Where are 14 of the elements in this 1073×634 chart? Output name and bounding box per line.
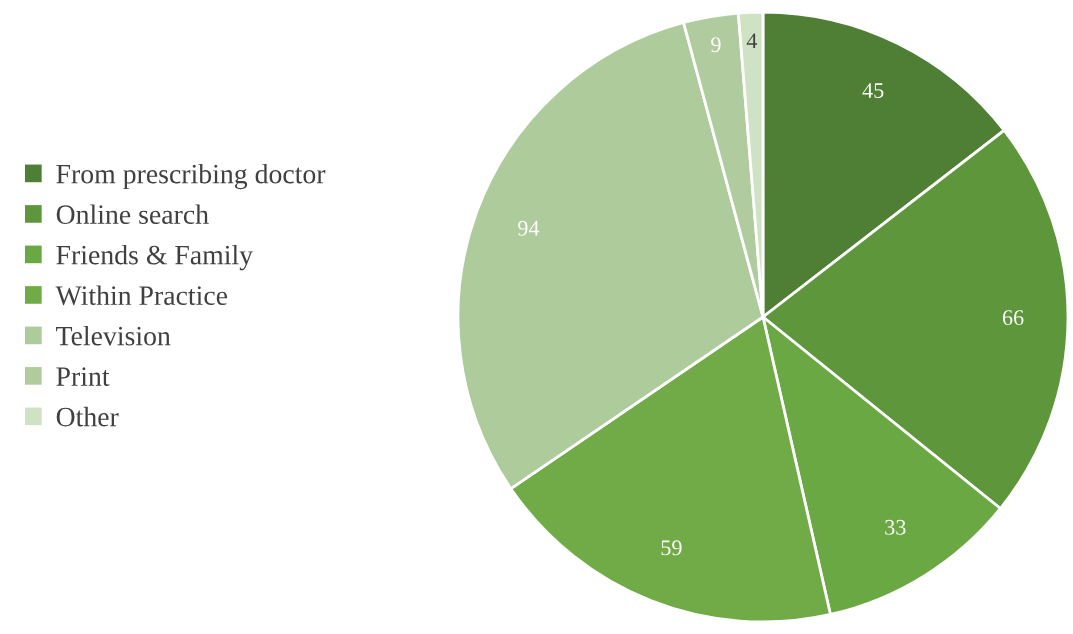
- legend-label: Print: [56, 367, 110, 386]
- data-label: 9: [711, 37, 721, 53]
- data-label: 94: [518, 220, 540, 236]
- data-label: 66: [1002, 310, 1024, 326]
- data-label: 59: [661, 540, 682, 556]
- data-label: 4: [746, 33, 758, 49]
- legend-label: Friends & Family: [56, 244, 253, 271]
- data-label: 33: [885, 519, 906, 535]
- legend-label: From prescribing doctor: [56, 163, 326, 190]
- data-label: 45: [862, 83, 884, 99]
- legend-label: Other: [56, 406, 119, 427]
- legend-label: Within Practice: [55, 285, 228, 306]
- legend-label: Television: [56, 325, 171, 346]
- legend-label: Online search: [56, 204, 209, 224]
